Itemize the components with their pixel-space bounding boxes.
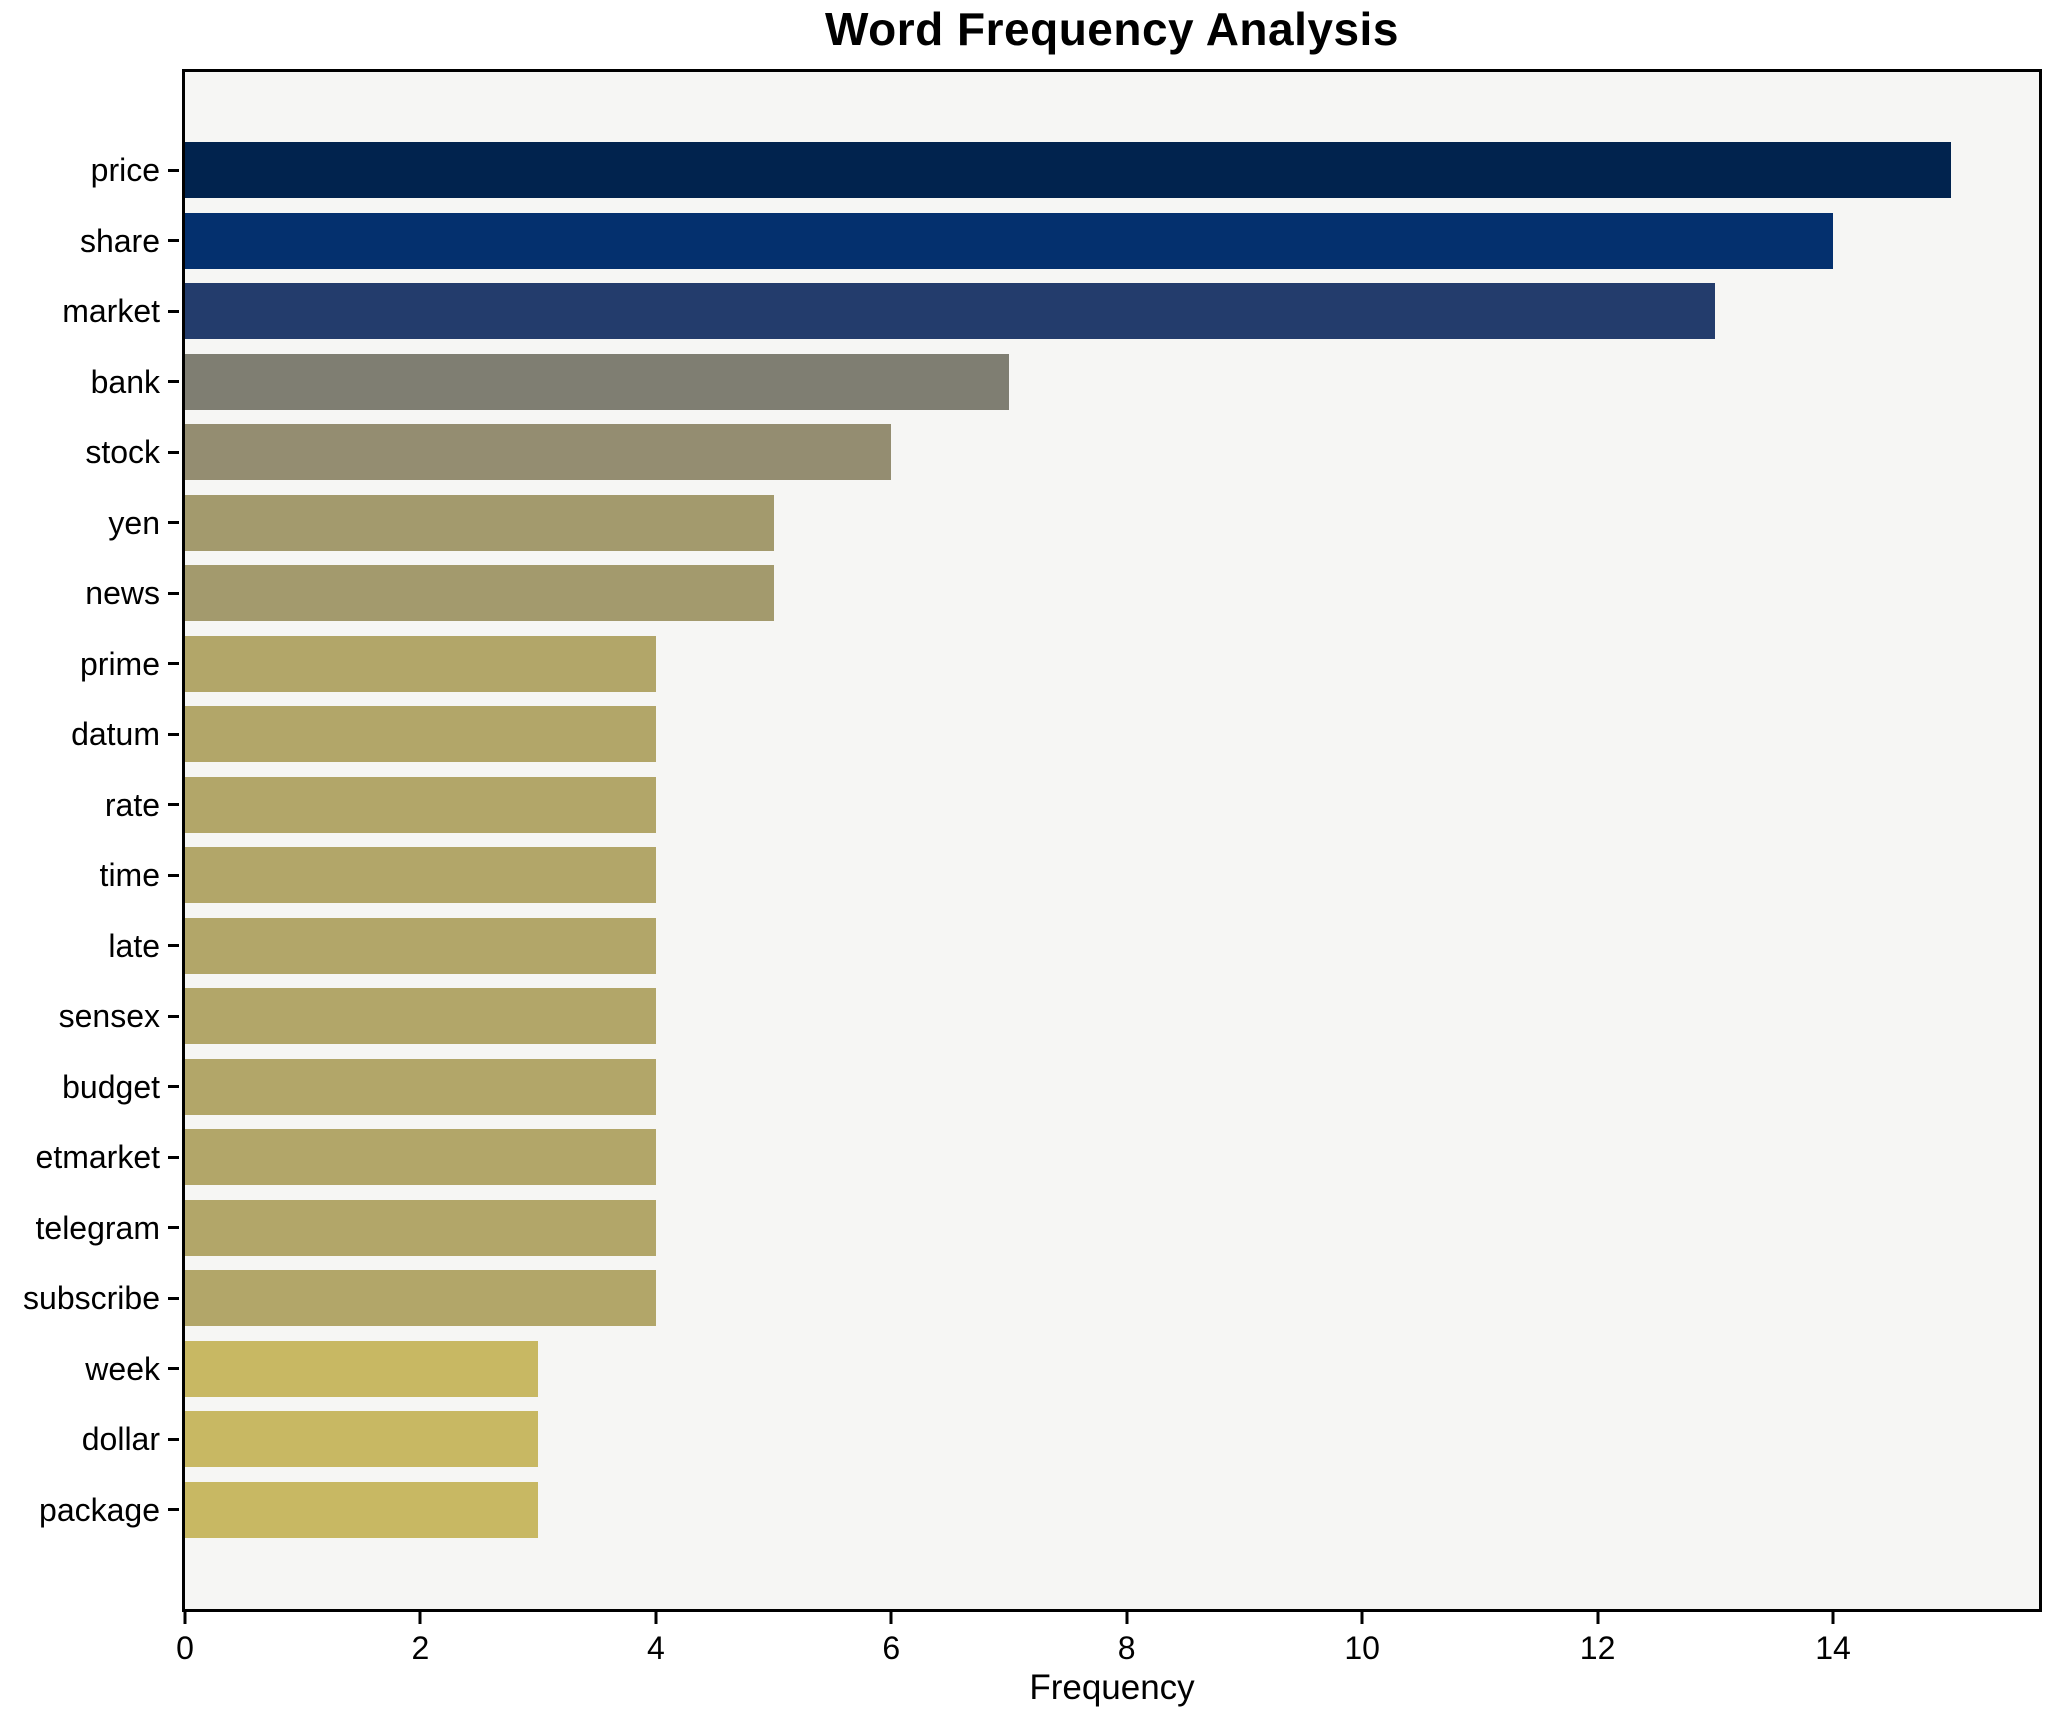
y-axis-label-datum: datum bbox=[71, 716, 160, 752]
bar-share bbox=[185, 212, 1833, 269]
bar-news bbox=[185, 565, 774, 621]
x-tick-mark bbox=[889, 1612, 893, 1624]
x-axis: 0 2 4 6 8 10 12 14 bbox=[176, 1612, 2039, 1666]
y-axis-label-price: price bbox=[90, 152, 160, 188]
y-axis-label-bank: bank bbox=[90, 363, 160, 400]
y-axis-label-etmarket: etmarket bbox=[35, 1139, 160, 1175]
y-tick-mark bbox=[168, 662, 179, 665]
y-axis-label-subscribe: subscribe bbox=[23, 1280, 160, 1316]
x-axis-title: Frequency bbox=[1029, 1668, 1195, 1707]
bar-rate bbox=[185, 776, 656, 833]
y-axis-label-budget: budget bbox=[62, 1068, 160, 1105]
x-tick-label: 0 bbox=[176, 1630, 194, 1666]
x-tick-label: 2 bbox=[411, 1630, 430, 1666]
plot-area bbox=[182, 69, 2042, 1612]
x-tick-label: 4 bbox=[646, 1630, 665, 1666]
x-tick-label: 6 bbox=[882, 1630, 901, 1666]
y-tick-mark bbox=[168, 380, 179, 383]
y-axis-label-package: package bbox=[39, 1491, 160, 1528]
y-tick-mark bbox=[168, 239, 179, 242]
x-tick-mark bbox=[1831, 1612, 1835, 1624]
bar-telegram bbox=[185, 1199, 656, 1256]
x-tick-mark bbox=[1360, 1612, 1364, 1624]
y-axis-label-share: share bbox=[79, 222, 160, 259]
y-axis-label-time: time bbox=[99, 857, 160, 893]
x-tick-mark bbox=[654, 1612, 658, 1624]
y-tick-mark bbox=[168, 1014, 179, 1018]
x-tick-mark bbox=[183, 1612, 187, 1624]
y-axis-label-prime: prime bbox=[79, 645, 160, 682]
y-axis-label-sensex: sensex bbox=[58, 998, 160, 1034]
y-axis-label-dollar: dollar bbox=[81, 1421, 160, 1457]
y-tick-mark bbox=[168, 1508, 179, 1511]
chart-title: Word Frequency Analysis bbox=[825, 3, 1399, 55]
y-axis-label-week: week bbox=[85, 1350, 160, 1387]
y-tick-mark bbox=[168, 873, 179, 877]
y-axis-label-stock: stock bbox=[85, 434, 160, 470]
y-tick-mark bbox=[168, 591, 179, 595]
y-tick-mark bbox=[168, 1226, 179, 1229]
y-axis-label-news: news bbox=[85, 575, 160, 611]
y-tick-mark bbox=[168, 309, 179, 313]
x-tick-mark bbox=[1596, 1612, 1600, 1624]
y-tick-mark bbox=[168, 803, 179, 806]
bar-dollar bbox=[185, 1411, 539, 1467]
y-axis-label-telegram: telegram bbox=[35, 1209, 161, 1246]
y-axis-label-yen: yen bbox=[108, 504, 160, 541]
y-tick-mark bbox=[168, 1367, 179, 1370]
bar-sensex bbox=[185, 988, 656, 1044]
x-tick-label: 10 bbox=[1344, 1630, 1380, 1666]
x-tick-label: 14 bbox=[1815, 1630, 1851, 1666]
y-tick-mark bbox=[168, 1155, 179, 1159]
x-tick-mark bbox=[418, 1612, 422, 1624]
y-tick-mark bbox=[168, 1437, 179, 1441]
bar-time bbox=[185, 847, 656, 903]
bar-package bbox=[185, 1481, 539, 1538]
bar-bank bbox=[185, 353, 1009, 410]
bar-yen bbox=[185, 494, 774, 551]
y-tick-mark bbox=[168, 521, 179, 524]
bar-price bbox=[185, 142, 1951, 198]
bar-stock bbox=[185, 424, 892, 480]
bar-subscribe bbox=[185, 1270, 656, 1326]
bar-late bbox=[185, 917, 656, 974]
bar-week bbox=[185, 1340, 539, 1397]
x-tick-label: 12 bbox=[1579, 1630, 1616, 1666]
y-tick-mark bbox=[168, 944, 179, 947]
y-tick-mark bbox=[168, 168, 179, 172]
y-axis-label-market: market bbox=[62, 293, 160, 329]
x-tick-label: 8 bbox=[1117, 1630, 1136, 1666]
y-axis-label-late: late bbox=[108, 927, 160, 964]
bar-prime bbox=[185, 635, 656, 692]
bar-market bbox=[185, 283, 1716, 339]
bar-budget bbox=[185, 1058, 656, 1115]
y-axis-label-rate: rate bbox=[104, 786, 160, 823]
y-tick-mark bbox=[168, 732, 179, 736]
bar-datum bbox=[185, 706, 656, 762]
x-tick-mark bbox=[1125, 1612, 1129, 1624]
y-tick-mark bbox=[168, 450, 179, 454]
y-tick-mark bbox=[168, 1085, 179, 1088]
y-tick-mark bbox=[168, 1296, 179, 1300]
bar-etmarket bbox=[185, 1129, 656, 1185]
